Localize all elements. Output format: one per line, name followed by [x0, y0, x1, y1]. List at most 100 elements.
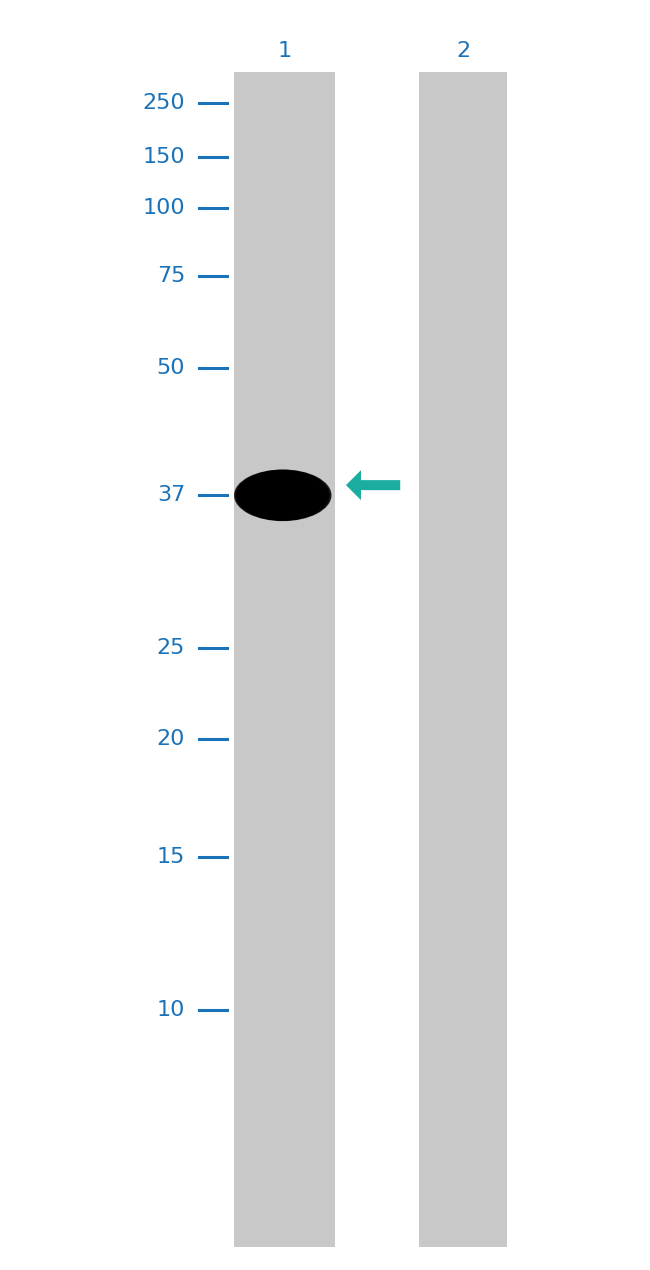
Ellipse shape [309, 489, 319, 497]
Ellipse shape [311, 491, 317, 494]
Bar [234, 72, 335, 1247]
Ellipse shape [254, 475, 311, 516]
Ellipse shape [248, 486, 263, 497]
Bar [419, 72, 507, 1247]
Ellipse shape [243, 472, 322, 518]
Ellipse shape [243, 484, 268, 499]
Ellipse shape [257, 476, 308, 514]
Ellipse shape [305, 486, 323, 499]
Ellipse shape [275, 489, 278, 491]
Ellipse shape [255, 475, 311, 516]
Ellipse shape [265, 479, 301, 512]
Ellipse shape [274, 489, 278, 491]
Ellipse shape [259, 476, 307, 514]
Text: 37: 37 [157, 485, 185, 505]
Ellipse shape [287, 485, 307, 498]
Text: 150: 150 [142, 147, 185, 168]
Ellipse shape [272, 488, 281, 493]
Ellipse shape [253, 475, 313, 516]
Ellipse shape [280, 488, 285, 503]
Ellipse shape [252, 474, 314, 517]
Ellipse shape [249, 474, 317, 517]
Ellipse shape [311, 490, 317, 495]
Ellipse shape [266, 484, 286, 497]
Ellipse shape [272, 488, 280, 493]
Ellipse shape [260, 476, 306, 514]
Text: 1: 1 [278, 41, 291, 61]
Ellipse shape [248, 474, 318, 517]
Ellipse shape [279, 486, 287, 504]
Ellipse shape [308, 489, 320, 497]
Ellipse shape [270, 480, 296, 511]
Ellipse shape [268, 480, 297, 511]
Ellipse shape [267, 484, 285, 497]
Ellipse shape [250, 489, 261, 494]
Ellipse shape [272, 481, 294, 509]
Ellipse shape [246, 486, 265, 497]
Ellipse shape [250, 474, 315, 517]
Ellipse shape [309, 490, 318, 495]
Text: 20: 20 [157, 729, 185, 749]
Ellipse shape [246, 472, 320, 518]
Ellipse shape [306, 486, 322, 499]
Ellipse shape [266, 479, 300, 512]
Ellipse shape [252, 489, 259, 494]
Ellipse shape [268, 485, 285, 495]
Ellipse shape [242, 471, 324, 519]
Ellipse shape [240, 471, 325, 519]
Ellipse shape [312, 491, 316, 494]
Ellipse shape [268, 485, 284, 495]
Ellipse shape [263, 478, 303, 513]
Ellipse shape [236, 470, 330, 521]
Ellipse shape [296, 490, 298, 493]
Ellipse shape [287, 484, 307, 499]
Ellipse shape [269, 485, 283, 495]
Ellipse shape [273, 488, 280, 493]
Ellipse shape [244, 484, 267, 499]
Ellipse shape [290, 486, 304, 497]
Ellipse shape [289, 486, 305, 497]
Ellipse shape [307, 488, 320, 498]
Ellipse shape [239, 471, 326, 519]
Ellipse shape [278, 485, 287, 505]
Ellipse shape [288, 485, 306, 498]
Ellipse shape [239, 471, 327, 519]
Ellipse shape [273, 483, 292, 508]
Ellipse shape [291, 488, 303, 495]
Ellipse shape [254, 490, 257, 493]
Ellipse shape [281, 489, 284, 502]
Ellipse shape [293, 489, 301, 494]
Ellipse shape [306, 488, 322, 498]
Text: 2: 2 [456, 41, 470, 61]
Ellipse shape [276, 484, 290, 507]
Ellipse shape [249, 488, 262, 495]
Ellipse shape [270, 486, 282, 494]
Ellipse shape [263, 478, 302, 513]
Ellipse shape [292, 488, 302, 495]
Ellipse shape [261, 478, 304, 513]
Ellipse shape [294, 489, 300, 494]
Text: 75: 75 [157, 265, 185, 286]
Ellipse shape [235, 470, 331, 521]
Ellipse shape [295, 490, 299, 493]
Ellipse shape [313, 491, 315, 494]
Ellipse shape [247, 486, 264, 497]
Text: 10: 10 [157, 999, 185, 1020]
Ellipse shape [307, 488, 321, 498]
Ellipse shape [237, 471, 328, 519]
Ellipse shape [310, 490, 318, 495]
Ellipse shape [245, 485, 266, 498]
Ellipse shape [256, 475, 309, 516]
Ellipse shape [246, 485, 265, 498]
Ellipse shape [265, 483, 287, 498]
Text: 15: 15 [157, 847, 185, 867]
Ellipse shape [267, 479, 298, 512]
Ellipse shape [266, 483, 287, 498]
Ellipse shape [244, 472, 321, 518]
Ellipse shape [294, 490, 300, 493]
Text: 100: 100 [142, 198, 185, 218]
Ellipse shape [252, 489, 259, 494]
Text: 250: 250 [142, 93, 185, 113]
Ellipse shape [274, 483, 291, 508]
Ellipse shape [291, 488, 304, 495]
